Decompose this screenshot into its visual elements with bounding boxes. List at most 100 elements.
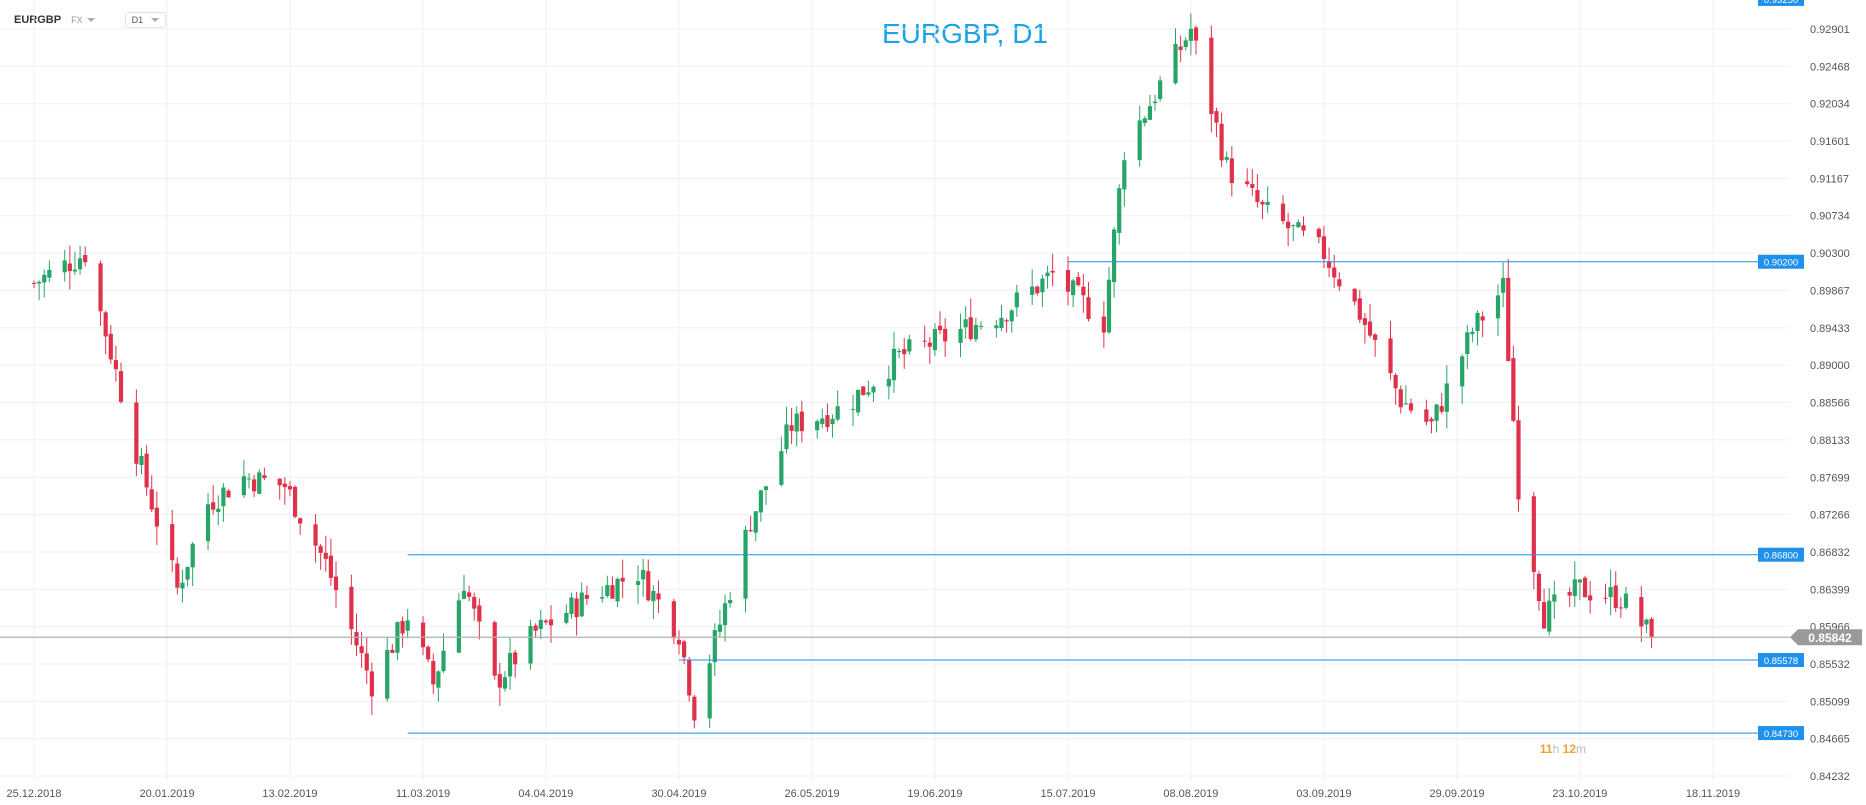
y-tick-label: 0.86399 bbox=[1810, 584, 1850, 596]
bear-candle bbox=[497, 674, 502, 688]
bull-candle bbox=[436, 671, 441, 688]
bear-candle bbox=[1393, 375, 1398, 389]
level-label-bg bbox=[1758, 726, 1804, 741]
bull-candle bbox=[72, 269, 78, 272]
bear-candle bbox=[1321, 236, 1327, 259]
bear-candle bbox=[1511, 358, 1516, 421]
bull-candle bbox=[1403, 403, 1408, 405]
level-label-bg bbox=[1758, 0, 1804, 6]
bear-candle bbox=[1193, 27, 1199, 41]
bull-candle bbox=[1552, 594, 1557, 602]
bear-candle bbox=[154, 507, 159, 527]
bull-candle bbox=[1547, 600, 1552, 632]
bull-candle bbox=[973, 325, 978, 340]
bull-candle bbox=[1291, 225, 1296, 227]
bull-candle bbox=[1501, 277, 1506, 293]
level-label: 0.86800 bbox=[1764, 551, 1798, 562]
bull-candle bbox=[385, 650, 390, 699]
current-price-label: 0.85842 bbox=[1808, 631, 1852, 645]
bull-candle bbox=[635, 581, 641, 585]
bull-candle bbox=[958, 328, 963, 343]
bear-candle bbox=[799, 411, 804, 432]
bear-candle bbox=[98, 263, 103, 312]
bull-candle bbox=[850, 408, 856, 410]
bear-candle bbox=[533, 625, 538, 631]
bull-candle bbox=[405, 620, 410, 631]
bull-candle bbox=[605, 585, 610, 597]
y-tick-label: 0.90300 bbox=[1810, 248, 1850, 260]
bull-candle bbox=[1137, 120, 1142, 161]
bear-candle bbox=[1480, 316, 1485, 321]
bull-candle bbox=[1608, 587, 1613, 598]
bear-candle bbox=[610, 585, 615, 599]
bull-candle bbox=[77, 258, 83, 270]
bull-candle bbox=[1224, 156, 1229, 160]
x-tick-label: 26.05.2019 bbox=[785, 788, 840, 800]
bear-candle bbox=[1362, 318, 1368, 325]
bull-candle bbox=[502, 677, 508, 689]
bear-candle bbox=[692, 696, 697, 721]
bear-candle bbox=[1250, 184, 1255, 188]
bear-candle bbox=[513, 652, 518, 665]
bull-candle bbox=[1265, 201, 1270, 206]
bull-candle bbox=[999, 317, 1004, 329]
bear-candle bbox=[118, 371, 124, 402]
bear-candle bbox=[420, 622, 426, 648]
bear-candle bbox=[83, 255, 88, 263]
bear-candle bbox=[31, 282, 37, 284]
y-tick-label: 0.91601 bbox=[1810, 136, 1850, 148]
bull-candle bbox=[1475, 312, 1480, 332]
bull-candle bbox=[37, 281, 42, 284]
x-tick-label: 15.07.2019 bbox=[1040, 788, 1095, 800]
x-tick-label: 30.04.2019 bbox=[651, 788, 706, 800]
timeframe-label: D1 bbox=[131, 15, 144, 25]
bear-candle bbox=[262, 475, 267, 479]
bear-candle bbox=[937, 325, 943, 331]
bear-candle bbox=[1255, 190, 1260, 203]
bull-candle bbox=[507, 652, 513, 677]
bull-candle bbox=[722, 603, 728, 626]
bear-candle bbox=[103, 312, 108, 337]
bear-candle bbox=[1209, 37, 1214, 115]
x-tick-label: 08.08.2019 bbox=[1163, 788, 1218, 800]
bear-candle bbox=[431, 661, 436, 685]
bull-candle bbox=[221, 487, 226, 507]
level-label: 0.93250 bbox=[1764, 0, 1798, 6]
bear-candle bbox=[682, 641, 687, 658]
bull-candle bbox=[1106, 279, 1112, 333]
candle-countdown: 11h 12m bbox=[1540, 742, 1586, 756]
x-tick-label: 11.03.2019 bbox=[396, 788, 450, 800]
bull-candle bbox=[1188, 28, 1193, 41]
symbol-label[interactable]: EURGBP bbox=[14, 14, 62, 26]
bull-candle bbox=[456, 600, 461, 653]
bear-candle bbox=[149, 489, 154, 510]
bull-candle bbox=[886, 378, 891, 387]
x-tick-label: 18.11.2019 bbox=[1686, 788, 1740, 800]
bull-candle bbox=[994, 325, 999, 329]
bear-candle bbox=[467, 592, 472, 597]
bear-candle bbox=[364, 653, 369, 671]
bull-candle bbox=[963, 319, 968, 328]
bull-candle bbox=[728, 600, 733, 604]
bear-candle bbox=[1245, 181, 1250, 185]
y-tick-label: 0.89867 bbox=[1810, 285, 1850, 297]
y-tick-label: 0.92034 bbox=[1810, 99, 1850, 111]
chart-title: EURGBP, D1 bbox=[882, 18, 1048, 49]
market-selector[interactable]: FX bbox=[71, 15, 95, 25]
bear-candle bbox=[676, 639, 682, 645]
bear-candle bbox=[1567, 592, 1572, 596]
bear-candle bbox=[656, 593, 661, 600]
bull-candle bbox=[820, 418, 825, 424]
bear-candle bbox=[1424, 409, 1429, 422]
bear-candle bbox=[574, 598, 579, 618]
bear-candle bbox=[968, 317, 973, 339]
y-tick-label: 0.88566 bbox=[1810, 398, 1850, 410]
bull-candle bbox=[185, 566, 190, 580]
bull-candle bbox=[1577, 579, 1583, 583]
bear-candle bbox=[1229, 158, 1234, 184]
bull-candle bbox=[651, 590, 656, 602]
bull-candle bbox=[139, 455, 144, 465]
timeframe-selector[interactable]: D1 bbox=[124, 12, 167, 28]
bear-candle bbox=[1582, 577, 1588, 598]
